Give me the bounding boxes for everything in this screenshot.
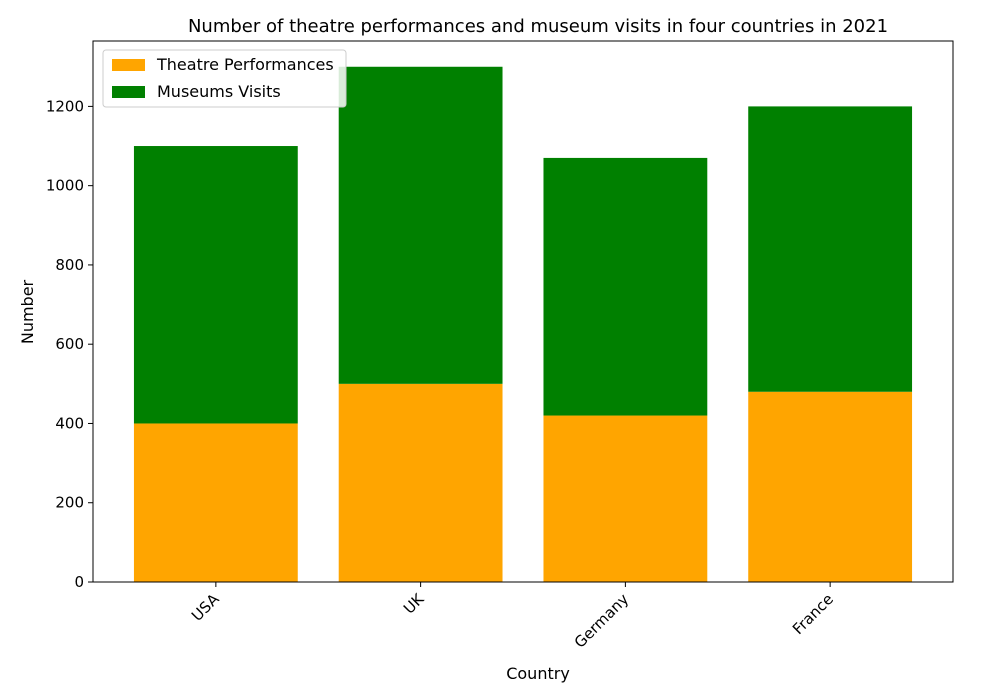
y-tick-label: 0 [74, 573, 84, 591]
plot-frame [92, 40, 954, 583]
legend-box [102, 49, 347, 108]
y-tick-label: 200 [55, 494, 84, 512]
bars-layer [133, 66, 913, 582]
bar-theatre-germany [543, 415, 708, 582]
y-axis-label: Number [18, 279, 37, 344]
bar-museums-france [748, 106, 913, 392]
x-axis: USA UK Germany France [188, 582, 837, 652]
x-axis-label: Country [506, 664, 570, 683]
bar-theatre-france [748, 391, 913, 582]
bar-museums-uk [338, 66, 503, 384]
legend-label: Theatre Performances [156, 55, 334, 74]
chart-title: Number of theatre performances and museu… [188, 16, 888, 37]
legend: Theatre Performances Museums Visits [102, 49, 347, 108]
bar-museums-germany [543, 157, 708, 416]
x-tick-label: UK [400, 589, 428, 617]
legend-swatch [112, 59, 145, 71]
x-tick-label: USA [188, 590, 223, 625]
y-tick-label: 600 [55, 335, 84, 353]
legend-label: Museums Visits [157, 82, 281, 101]
y-tick-label: 800 [55, 256, 84, 274]
x-tick-label: France [789, 590, 837, 638]
bar-theatre-uk [338, 383, 503, 582]
bar-museums-usa [133, 146, 298, 424]
y-tick-label: 1000 [46, 177, 84, 195]
y-tick-label: 400 [55, 414, 84, 432]
bar-theatre-usa [133, 423, 298, 582]
x-tick-label: Germany [571, 590, 633, 652]
y-axis: 0 200 400 600 800 1000 1200 [46, 97, 93, 591]
y-tick-label: 1200 [46, 97, 84, 115]
legend-swatch [112, 86, 145, 98]
